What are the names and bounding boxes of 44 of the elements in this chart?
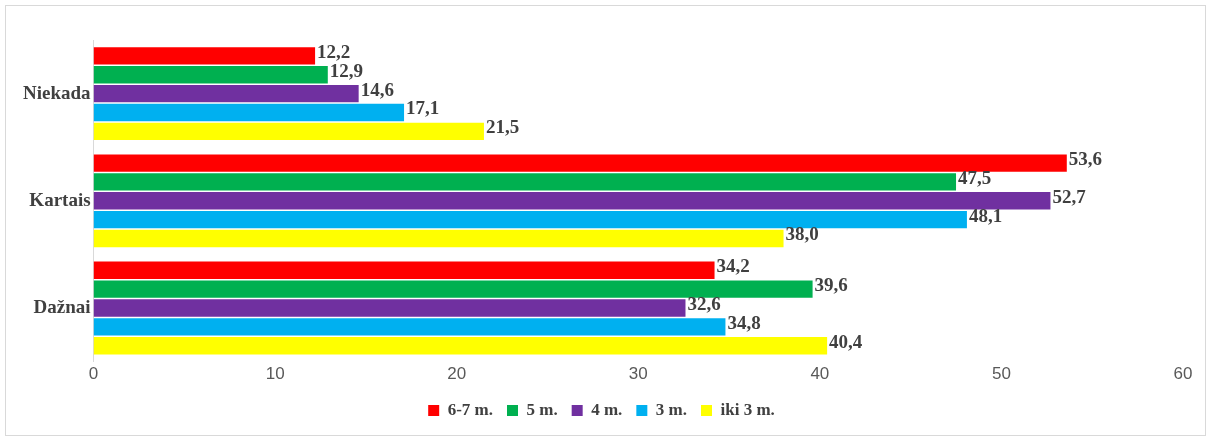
bar	[93, 337, 828, 355]
x-tick-label: 40	[810, 364, 830, 384]
data-label: 12,2	[317, 40, 351, 62]
bar	[93, 192, 1051, 210]
bar	[93, 229, 784, 248]
x-tick-label: 10	[265, 364, 285, 384]
data-label: 39,6	[814, 274, 848, 296]
bar	[93, 154, 1067, 172]
data-label: 17,1	[406, 97, 440, 119]
legend-label: 5 m.	[526, 399, 558, 419]
data-label: 47,5	[958, 166, 992, 188]
data-label: 52,7	[1052, 185, 1087, 207]
y-tick-label: Kartais	[29, 188, 91, 210]
y-tick-label: Niekada	[22, 81, 92, 103]
x-tick-label: 50	[991, 364, 1011, 384]
x-tick-label: 20	[447, 364, 467, 384]
bar	[93, 47, 316, 65]
bar	[93, 318, 726, 336]
bar	[93, 122, 484, 141]
data-label: 34,8	[727, 311, 761, 333]
bar	[93, 210, 967, 229]
bar	[93, 84, 359, 103]
x-tick-label: 30	[628, 364, 648, 384]
bar	[93, 261, 715, 279]
x-tick-label: 0	[88, 364, 99, 384]
bar	[93, 66, 328, 84]
data-label: 14,6	[360, 78, 394, 100]
data-label: 48,1	[968, 204, 1003, 226]
x-tick-label: 60	[1173, 364, 1193, 384]
data-label: 38,0	[785, 223, 819, 245]
data-label: 53,6	[1068, 147, 1103, 169]
data-label: 32,6	[687, 292, 721, 314]
bar	[93, 299, 686, 317]
bar	[93, 103, 405, 122]
legend-label: iki 3 m.	[720, 399, 775, 419]
legend-label: 3 m.	[655, 399, 688, 419]
legend-label: 6-7 m.	[447, 399, 494, 419]
legend-label: 4 m.	[591, 399, 623, 419]
data-label: 40,4	[829, 330, 863, 352]
data-label: 21,5	[485, 116, 520, 138]
data-label: 34,2	[716, 255, 750, 277]
y-tick-label: Dažnai	[33, 295, 91, 317]
bar	[93, 280, 813, 298]
bar	[93, 173, 957, 191]
